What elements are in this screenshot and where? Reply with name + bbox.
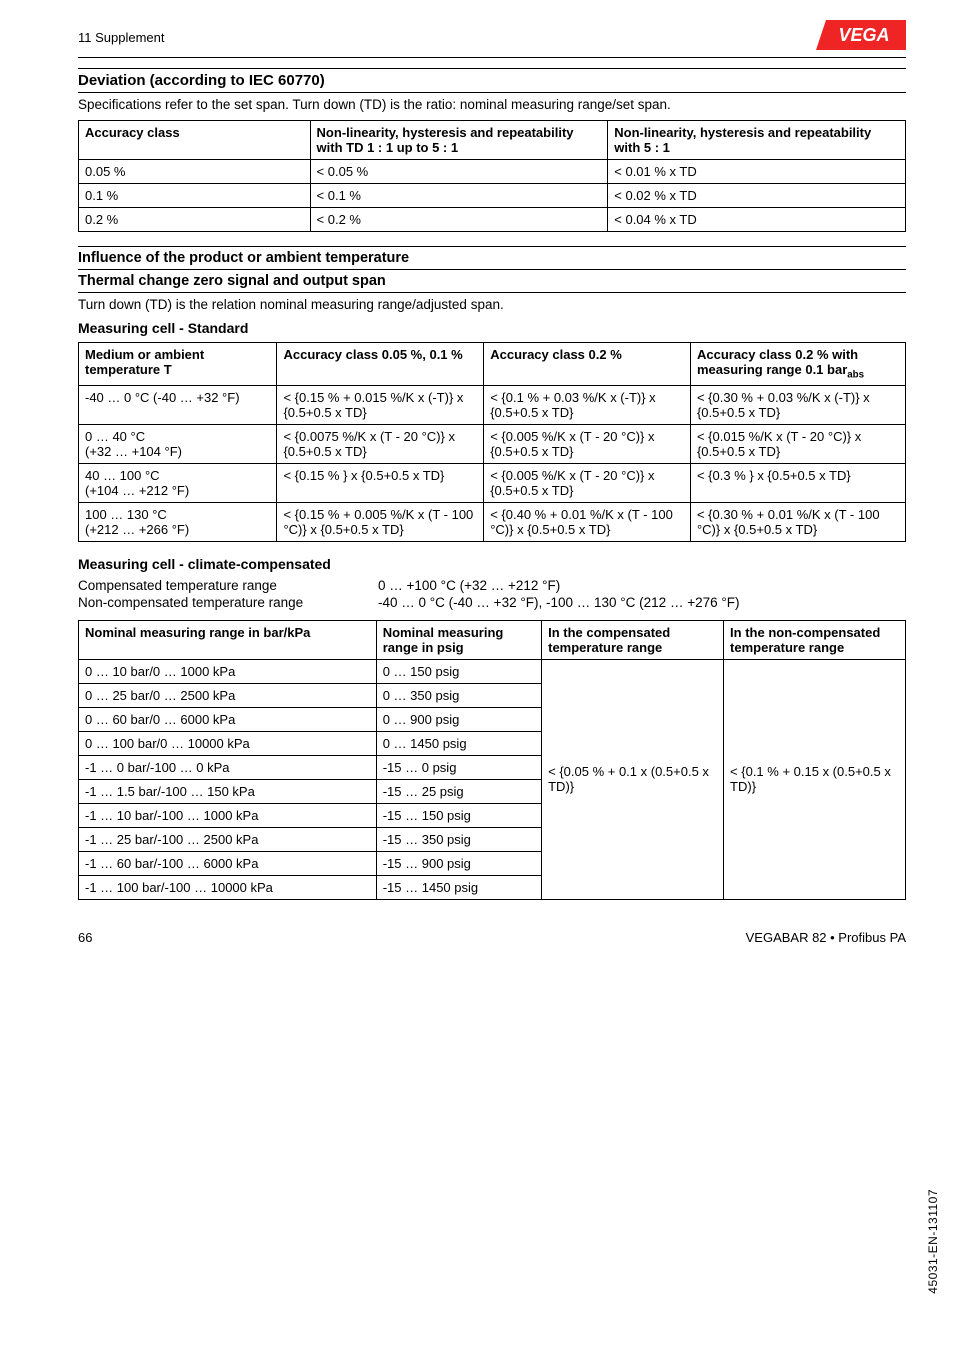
- comp-range-value: 0 … +100 °C (+32 … +212 °F): [378, 578, 906, 593]
- col-header: Accuracy class 0.05 %, 0.1 %: [277, 343, 484, 386]
- cell: < {0.15 % } x {0.5+0.5 x TD}: [277, 463, 484, 502]
- table-row: 0 … 40 °C (+32 … +104 °F) < {0.0075 %/K …: [79, 424, 906, 463]
- cell: 0 … 40 °C (+32 … +104 °F): [79, 424, 277, 463]
- cell: 0 … 150 psig: [376, 659, 541, 683]
- mc-cc-heading: Measuring cell - climate-compensated: [78, 556, 906, 572]
- cell: < {0.005 %/K x (T - 20 °C)} x {0.5+0.5 x…: [484, 424, 691, 463]
- cell: 0.1 %: [79, 184, 311, 208]
- cell: -1 … 60 bar/-100 … 6000 kPa: [79, 851, 377, 875]
- cell: < {0.015 %/K x (T - 20 °C)} x {0.5+0.5 x…: [690, 424, 905, 463]
- col-header: Nominal measuring range in psig: [376, 620, 541, 659]
- cell: 40 … 100 °C (+104 … +212 °F): [79, 463, 277, 502]
- noncomp-range-label: Non-compensated temperature range: [78, 595, 378, 610]
- cell: -15 … 0 psig: [376, 755, 541, 779]
- doc-id: VEGABAR 82 • Profibus PA: [746, 930, 906, 945]
- col-header: Accuracy class: [79, 121, 311, 160]
- cell: 0 … 60 bar/0 … 6000 kPa: [79, 707, 377, 731]
- col-header: Accuracy class 0.2 %: [484, 343, 691, 386]
- cell: < {0.30 % + 0.03 %/K x (-T)} x {0.5+0.5 …: [690, 385, 905, 424]
- cell: < {0.0075 %/K x (T - 20 °C)} x {0.5+0.5 …: [277, 424, 484, 463]
- svg-text:VEGA: VEGA: [838, 25, 889, 45]
- cell: -15 … 150 psig: [376, 803, 541, 827]
- influence-heading: Influence of the product or ambient temp…: [78, 246, 906, 270]
- section-label: 11 Supplement: [78, 30, 165, 45]
- col-header-text: Accuracy class 0.2 % with measuring rang…: [697, 347, 858, 377]
- thermal-heading: Thermal change zero signal and output sp…: [78, 270, 906, 293]
- noncomp-range-value: -40 … 0 °C (-40 … +32 °F), -100 … 130 °C…: [378, 595, 906, 610]
- cell: 0 … 100 bar/0 … 10000 kPa: [79, 731, 377, 755]
- deviation-heading: Deviation (according to IEC 60770): [78, 68, 906, 93]
- col-header: Nominal measuring range in bar/kPa: [79, 620, 377, 659]
- cell: -15 … 25 psig: [376, 779, 541, 803]
- table-row: 0.2 % < 0.2 % < 0.04 % x TD: [79, 208, 906, 232]
- comp-range-row: Compensated temperature range 0 … +100 °…: [78, 578, 906, 593]
- cell: < 0.01 % x TD: [608, 160, 906, 184]
- col-header: Accuracy class 0.2 % with measuring rang…: [690, 343, 905, 386]
- col-header: Medium or ambient temperature T: [79, 343, 277, 386]
- deviation-table: Accuracy class Non-linearity, hysteresis…: [78, 120, 906, 232]
- col-header: In the compensated temperature range: [542, 620, 724, 659]
- page-number: 66: [78, 930, 92, 945]
- cell: -1 … 25 bar/-100 … 2500 kPa: [79, 827, 377, 851]
- page-header: 11 Supplement VEGA: [78, 20, 906, 58]
- cell: 0 … 10 bar/0 … 1000 kPa: [79, 659, 377, 683]
- cell: 0.05 %: [79, 160, 311, 184]
- cell: 100 … 130 °C (+212 … +266 °F): [79, 502, 277, 541]
- cell: 0 … 25 bar/0 … 2500 kPa: [79, 683, 377, 707]
- table-row: 100 … 130 °C (+212 … +266 °F) < {0.15 % …: [79, 502, 906, 541]
- deviation-intro: Specifications refer to the set span. Tu…: [78, 97, 906, 112]
- side-doc-id: 45031-EN-131107: [926, 1189, 940, 1294]
- noncomp-range-row: Non-compensated temperature range -40 … …: [78, 595, 906, 610]
- cell: < 0.02 % x TD: [608, 184, 906, 208]
- cell: 0.2 %: [79, 208, 311, 232]
- cell: < {0.40 % + 0.01 %/K x (T - 100 °C)} x {…: [484, 502, 691, 541]
- table-row: 0.1 % < 0.1 % < 0.02 % x TD: [79, 184, 906, 208]
- mc-std-heading: Measuring cell - Standard: [78, 320, 906, 336]
- comp-range-label: Compensated temperature range: [78, 578, 378, 593]
- cell: < 0.1 %: [310, 184, 608, 208]
- cell: < {0.15 % + 0.005 %/K x (T - 100 °C)} x …: [277, 502, 484, 541]
- cell: < {0.3 % } x {0.5+0.5 x TD}: [690, 463, 905, 502]
- col-header-sub: abs: [847, 370, 864, 381]
- table-row: 40 … 100 °C (+104 … +212 °F) < {0.15 % }…: [79, 463, 906, 502]
- table-header-row: Nominal measuring range in bar/kPa Nomin…: [79, 620, 906, 659]
- cell: 0 … 350 psig: [376, 683, 541, 707]
- cell: -40 … 0 °C (-40 … +32 °F): [79, 385, 277, 424]
- col-header: In the non-compensated temperature range: [724, 620, 906, 659]
- table-row: 0.05 % < 0.05 % < 0.01 % x TD: [79, 160, 906, 184]
- cell-span-comp: < {0.05 % + 0.1 x (0.5+0.5 x TD)}: [542, 659, 724, 899]
- table-header-row: Accuracy class Non-linearity, hysteresis…: [79, 121, 906, 160]
- cell: < {0.15 % + 0.015 %/K x (-T)} x {0.5+0.5…: [277, 385, 484, 424]
- cell: -1 … 1.5 bar/-100 … 150 kPa: [79, 779, 377, 803]
- cell: -1 … 100 bar/-100 … 10000 kPa: [79, 875, 377, 899]
- cell: < 0.2 %: [310, 208, 608, 232]
- cell: -15 … 1450 psig: [376, 875, 541, 899]
- cell: < {0.005 %/K x (T - 20 °C)} x {0.5+0.5 x…: [484, 463, 691, 502]
- influence-intro: Turn down (TD) is the relation nominal m…: [78, 297, 906, 312]
- page-footer: 66 VEGABAR 82 • Profibus PA: [78, 930, 906, 945]
- col-header: Non-linearity, hysteresis and repeatabil…: [310, 121, 608, 160]
- table-row: 0 … 10 bar/0 … 1000 kPa 0 … 150 psig < {…: [79, 659, 906, 683]
- cell: 0 … 1450 psig: [376, 731, 541, 755]
- cell: -15 … 900 psig: [376, 851, 541, 875]
- vega-logo: VEGA: [816, 20, 906, 55]
- cell-span-noncomp: < {0.1 % + 0.15 x (0.5+0.5 x TD)}: [724, 659, 906, 899]
- cell: -1 … 0 bar/-100 … 0 kPa: [79, 755, 377, 779]
- col-header: Non-linearity, hysteresis and repeatabil…: [608, 121, 906, 160]
- mc-cc-table: Nominal measuring range in bar/kPa Nomin…: [78, 620, 906, 900]
- cell: < 0.05 %: [310, 160, 608, 184]
- cell: < {0.30 % + 0.01 %/K x (T - 100 °C)} x {…: [690, 502, 905, 541]
- cell: < {0.1 % + 0.03 %/K x (-T)} x {0.5+0.5 x…: [484, 385, 691, 424]
- mc-std-table: Medium or ambient temperature T Accuracy…: [78, 342, 906, 542]
- cell: -1 … 10 bar/-100 … 1000 kPa: [79, 803, 377, 827]
- cell: 0 … 900 psig: [376, 707, 541, 731]
- table-header-row: Medium or ambient temperature T Accuracy…: [79, 343, 906, 386]
- cell: -15 … 350 psig: [376, 827, 541, 851]
- cell: < 0.04 % x TD: [608, 208, 906, 232]
- table-row: -40 … 0 °C (-40 … +32 °F) < {0.15 % + 0.…: [79, 385, 906, 424]
